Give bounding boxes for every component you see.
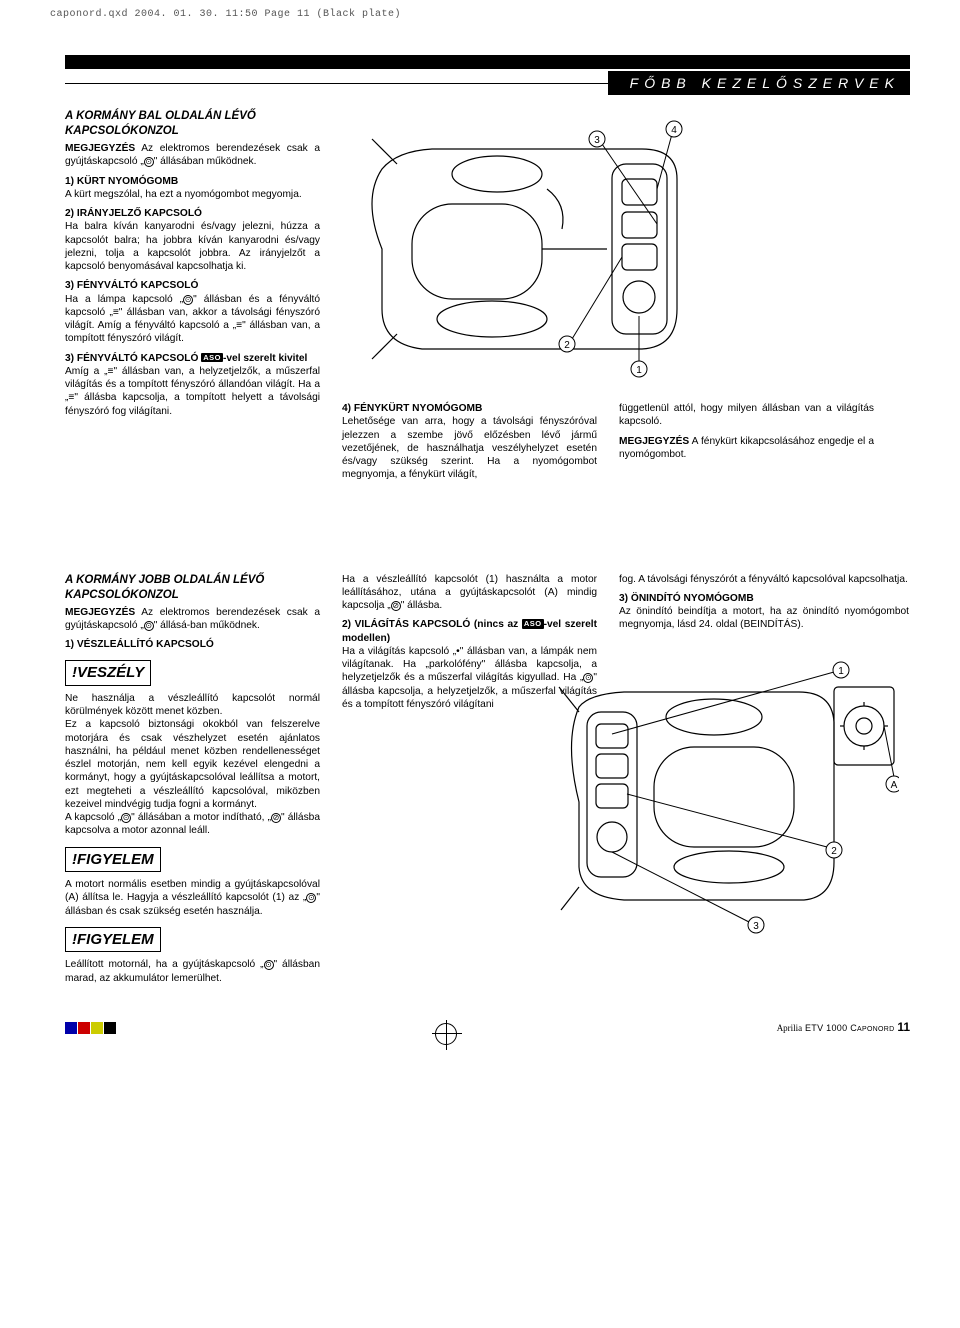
item-3b: 3) FÉNYVÁLTÓ KAPCSOLÓ ASO-vel szerelt ki…: [65, 352, 320, 418]
sec2-right-h: 3) ÖNINDÍTÓ NYOMÓGOMBAz önindító beindít…: [619, 592, 909, 632]
warn-attention-1: !FIGYELEM: [65, 847, 161, 873]
sec2-right-p: fog. A távolsági fényszórót a fényváltó …: [619, 573, 909, 586]
figure-right-handlebar: 1 2 3 A: [549, 652, 899, 942]
svg-text:2: 2: [564, 340, 570, 351]
svg-text:3: 3: [753, 921, 759, 932]
svg-text:3: 3: [594, 135, 600, 146]
header-title: FŐBB KEZELŐSZERVEK: [608, 71, 910, 95]
header-bar: [65, 55, 910, 69]
header-strip: FŐBB KEZELŐSZERVEK: [65, 71, 910, 95]
reg-circle: [435, 1023, 457, 1045]
sec2-p1: Ne használja a vészleállító kapcsolót no…: [65, 692, 320, 838]
warn-attention-2: !FIGYELEM: [65, 927, 161, 953]
sec2-mid-p1: Ha a vészleállító kapcsolót (1) használt…: [342, 573, 597, 613]
item-2: 2) IRÁNYJELZŐ KAPCSOLÓHa balra kíván kan…: [65, 207, 320, 273]
item-3: 3) FÉNYVÁLTÓ KAPCSOLÓHa a lámpa kapcsoló…: [65, 279, 320, 345]
sec2-p3: Leállított motornál, ha a gyújtáskapcsol…: [65, 958, 320, 985]
item-1: 1) KÜRT NYOMÓGOMBA kürt megszólal, ha ez…: [65, 175, 320, 202]
sec2-p2: A motort normális esetben mindig a gyújt…: [65, 878, 320, 918]
svg-text:4: 4: [671, 125, 677, 136]
svg-text:1: 1: [636, 365, 642, 376]
svg-text:A: A: [891, 780, 898, 791]
svg-text:2: 2: [831, 846, 837, 857]
sec2-note: MEGJEGYZÉS Az elektromos berendezések cs…: [65, 606, 320, 633]
warn-danger: !VESZÉLY: [65, 660, 151, 686]
sec1-note: MEGJEGYZÉS Az elektromos berendezések cs…: [65, 142, 320, 169]
svg-text:1: 1: [838, 666, 844, 677]
item-4: 4) FÉNYKÜRT NYOMÓGOMBLehetősége van arra…: [342, 402, 597, 482]
page-footer: Aprilia ETV 1000 CAPONORD 11: [777, 1020, 910, 1036]
sec2-title: A KORMÁNY JOBB OLDALÁN LÉVŐ KAPCSOLÓKONZ…: [65, 573, 320, 603]
sec1-right-2: MEGJEGYZÉS A fénykürt kikapcsolásához en…: [619, 435, 874, 462]
crop-header: caponord.qxd 2004. 01. 30. 11:50 Page 11…: [50, 8, 401, 21]
figure-left-handlebar: 1 2 3 4: [342, 109, 692, 394]
registration-marks: [65, 1022, 117, 1039]
sec1-right-1: függetlenül attól, hogy milyen állásban …: [619, 402, 874, 429]
sec2-i1h: 1) VÉSZLEÁLLÍTÓ KAPCSOLÓ: [65, 638, 320, 651]
sec1-title: A KORMÁNY BAL OLDALÁN LÉVŐ KAPCSOLÓKONZO…: [65, 109, 320, 139]
